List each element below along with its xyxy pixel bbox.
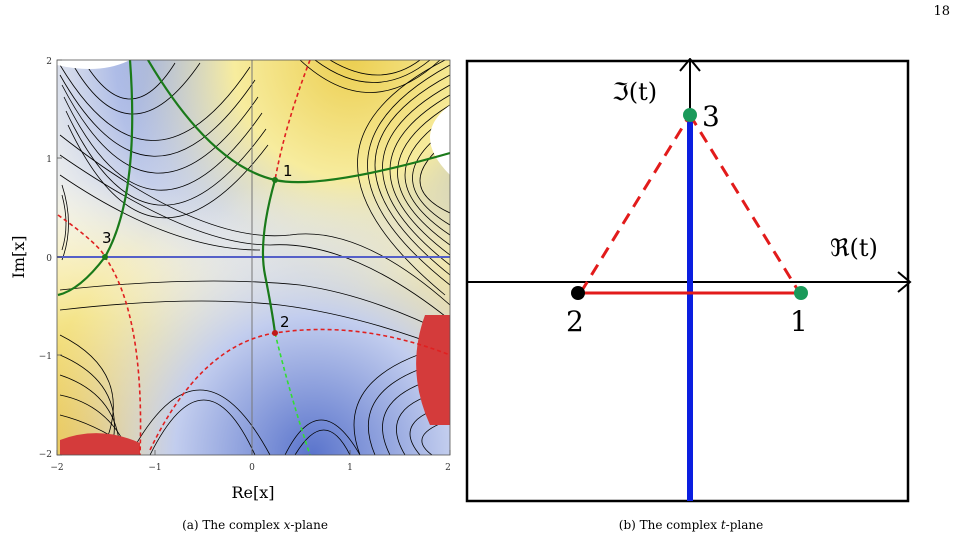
caption-b: (b) The complex t-plane — [576, 518, 806, 532]
point-1 — [794, 286, 808, 300]
excluded-regions — [57, 60, 450, 175]
point-label-1: 1 — [790, 305, 808, 338]
caption-b-suffix: -plane — [725, 518, 764, 532]
real-axis-arrow — [897, 271, 912, 293]
caption-a-var: x — [283, 518, 291, 532]
point-2 — [571, 286, 585, 300]
singular-regions — [60, 315, 450, 455]
x-tick-label: −1 — [148, 463, 161, 473]
x-axis-title: Re[x] — [231, 483, 274, 502]
saddle-points: 1 2 3 — [102, 162, 293, 336]
x-tick-labels: −2 −1 0 1 2 — [50, 463, 451, 473]
caption-b-var: t — [720, 518, 726, 532]
y-tick-label: 1 — [46, 155, 52, 165]
y-axis-title: Im[x] — [9, 236, 28, 279]
caption-a: (a) The complex x-plane — [140, 518, 370, 532]
point-label-3: 3 — [702, 100, 720, 133]
caption-b-prefix: (b) The complex — [618, 518, 721, 532]
saddle-label-2: 2 — [280, 313, 290, 331]
x-tick-label: 1 — [347, 463, 353, 473]
y-tick-labels: 2 1 0 −1 −2 — [39, 57, 53, 460]
dashed-side-left — [579, 114, 692, 293]
saddle-point-1 — [272, 177, 278, 183]
x-tick-label: 2 — [445, 463, 451, 473]
real-axis-label: ℜ(t) — [830, 234, 878, 262]
y-tick-label: −2 — [39, 450, 52, 460]
x-tick-label: 0 — [249, 463, 255, 473]
point-3 — [683, 108, 697, 122]
t-plane-diagram: 2 1 3 ℑ(t) ℜ(t) — [465, 57, 912, 503]
caption-a-prefix: (a) The complex — [182, 518, 284, 532]
tick-marks — [56, 59, 451, 456]
saddle-label-3: 3 — [102, 229, 112, 247]
dashed-side-right — [688, 114, 801, 293]
y-tick-label: −1 — [39, 352, 52, 362]
green-dashed-curve — [274, 332, 311, 456]
figure-panel-a: 1 2 3 −2 −1 0 1 2 2 1 0 −1 −2 — [0, 45, 465, 515]
figure-panel-b: 2 1 3 ℑ(t) ℜ(t) — [464, 57, 914, 504]
saddle-point-3 — [102, 254, 108, 260]
saddle-label-1: 1 — [283, 162, 293, 180]
imag-axis-label: ℑ(t) — [612, 78, 657, 106]
imag-axis-arrow — [679, 57, 701, 72]
y-tick-label: 0 — [46, 254, 52, 264]
point-label-2: 2 — [566, 305, 584, 338]
caption-a-suffix: -plane — [290, 518, 328, 532]
saddle-point-2 — [272, 330, 278, 336]
plot-frame — [56, 59, 451, 456]
y-tick-label: 2 — [46, 57, 52, 67]
page-number: 18 — [933, 4, 950, 19]
x-tick-label: −2 — [50, 463, 63, 473]
contour-plot: 1 2 3 −2 −1 0 1 2 2 1 0 −1 −2 — [9, 57, 451, 502]
